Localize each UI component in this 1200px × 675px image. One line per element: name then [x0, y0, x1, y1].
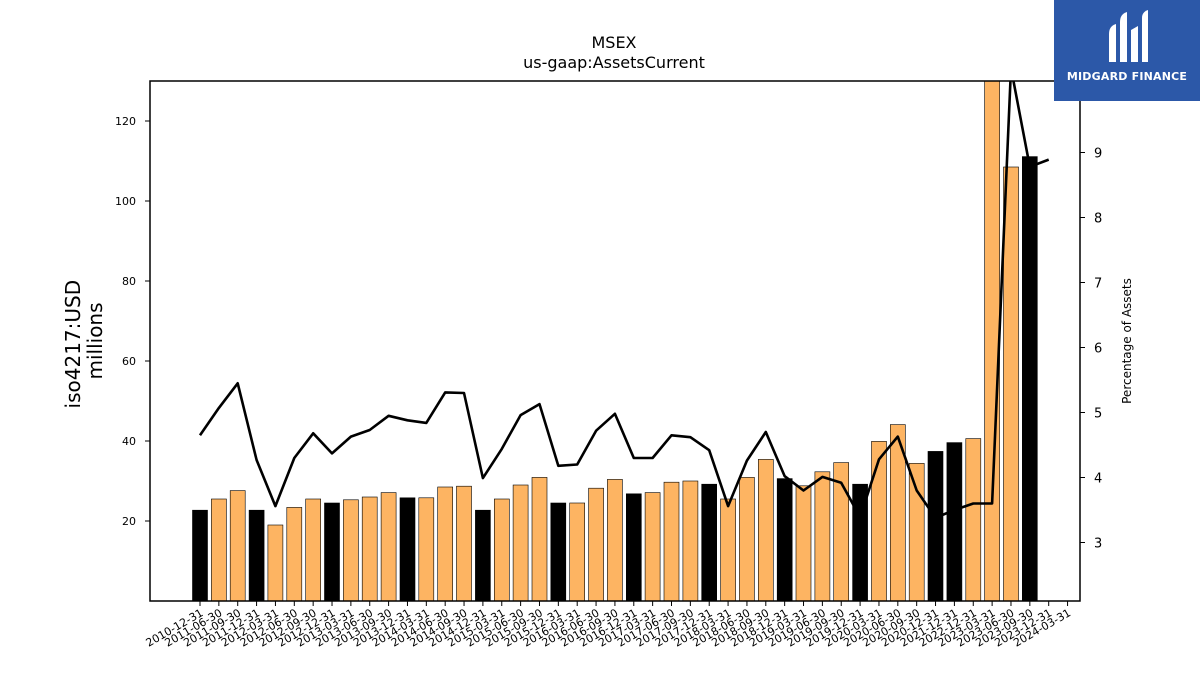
- bar-2019-06-30: [814, 471, 831, 602]
- bar-2022-12-31: [965, 438, 982, 602]
- bar-2023-06-30: [1003, 166, 1019, 602]
- y-axis-label: iso4217:USD millions: [61, 274, 107, 409]
- bar-2015-09-30: [531, 477, 548, 602]
- logo-text: MIDGARD FINANCE: [1066, 70, 1188, 83]
- y2-tick-label: 3: [1094, 537, 1102, 552]
- bar-2014-12-31: [475, 509, 491, 602]
- midgard-finance-logo: MIDGARD FINANCE: [1054, 0, 1200, 101]
- bar-2016-03-31: [569, 502, 586, 602]
- logo-mark-icon: [1109, 10, 1148, 62]
- y-tick-label: 40: [122, 435, 136, 448]
- bar-2023-03-31: [984, 80, 1000, 602]
- bar-2018-03-31: [720, 498, 736, 602]
- bar-2017-03-31: [644, 492, 661, 602]
- y2-axis-label: Percentage of Assets: [1120, 278, 1134, 404]
- bar-2014-03-31: [418, 497, 435, 602]
- bar-2013-06-30: [361, 496, 378, 602]
- bar-2023-09-30: [1021, 156, 1038, 602]
- bar-series: [192, 80, 1038, 602]
- bar-2015-12-31: [550, 502, 567, 602]
- y-axis-right: 3 4 5 6 7 8 9: [1080, 147, 1102, 552]
- bar-2016-06-30: [588, 487, 604, 602]
- bar-2017-06-30: [663, 481, 680, 602]
- bar-2012-12-31: [324, 502, 340, 602]
- bar-2020-09-30: [908, 463, 925, 602]
- bar-2014-09-30: [456, 485, 472, 602]
- x-axis: 2010-12-312011-06-302011-09-302011-12-31…: [144, 601, 1073, 650]
- bar-2018-09-30: [757, 459, 774, 602]
- bar-2018-12-31: [776, 478, 793, 602]
- bar-2012-03-31: [267, 524, 284, 602]
- bar-2011-12-31: [248, 509, 265, 602]
- bar-2013-12-31: [399, 497, 416, 602]
- y2-tick-label: 9: [1094, 147, 1102, 162]
- y2-tick-label: 8: [1094, 212, 1102, 227]
- bar-2015-06-30: [512, 484, 529, 602]
- y-tick-label: 120: [115, 115, 136, 128]
- bar-2010-12-31: [192, 509, 208, 602]
- bar-2020-12-31: [927, 451, 944, 602]
- bar-2016-09-30: [607, 479, 623, 602]
- bar-2011-09-30: [229, 490, 246, 602]
- bar-2014-06-30: [437, 486, 454, 602]
- y-tick-label: 80: [122, 275, 136, 288]
- bar-2019-03-31: [795, 485, 812, 602]
- bar-2020-03-31: [871, 441, 887, 602]
- bar-2013-03-31: [343, 499, 359, 602]
- y-tick-label: 60: [122, 355, 136, 368]
- bar-2012-09-30: [305, 498, 322, 602]
- bar-2016-12-31: [625, 493, 642, 602]
- y2-tick-label: 4: [1094, 472, 1102, 487]
- bar-2015-03-31: [493, 498, 510, 602]
- percentage-line: [198, 81, 1050, 520]
- bar-2017-09-30: [682, 480, 699, 602]
- bar-2011-06-30: [211, 498, 227, 602]
- y-axis-left: 20 40 60 80 100 120: [115, 115, 150, 528]
- y2-tick-label: 7: [1094, 277, 1102, 292]
- y2-tick-label: 5: [1094, 407, 1102, 422]
- chart-subtitle: us-gaap:AssetsCurrent: [523, 53, 705, 72]
- y2-tick-label: 6: [1094, 342, 1102, 357]
- y-tick-label: 100: [115, 195, 136, 208]
- bar-2017-12-31: [701, 483, 718, 602]
- line-series: [198, 81, 1050, 520]
- chart-title: MSEX: [591, 33, 636, 52]
- bar-2018-06-30: [739, 477, 755, 602]
- bar-2013-09-30: [380, 492, 397, 602]
- bar-2012-06-30: [286, 507, 303, 602]
- y-tick-label: 20: [122, 515, 136, 528]
- bar-2021-12-31: [946, 442, 963, 602]
